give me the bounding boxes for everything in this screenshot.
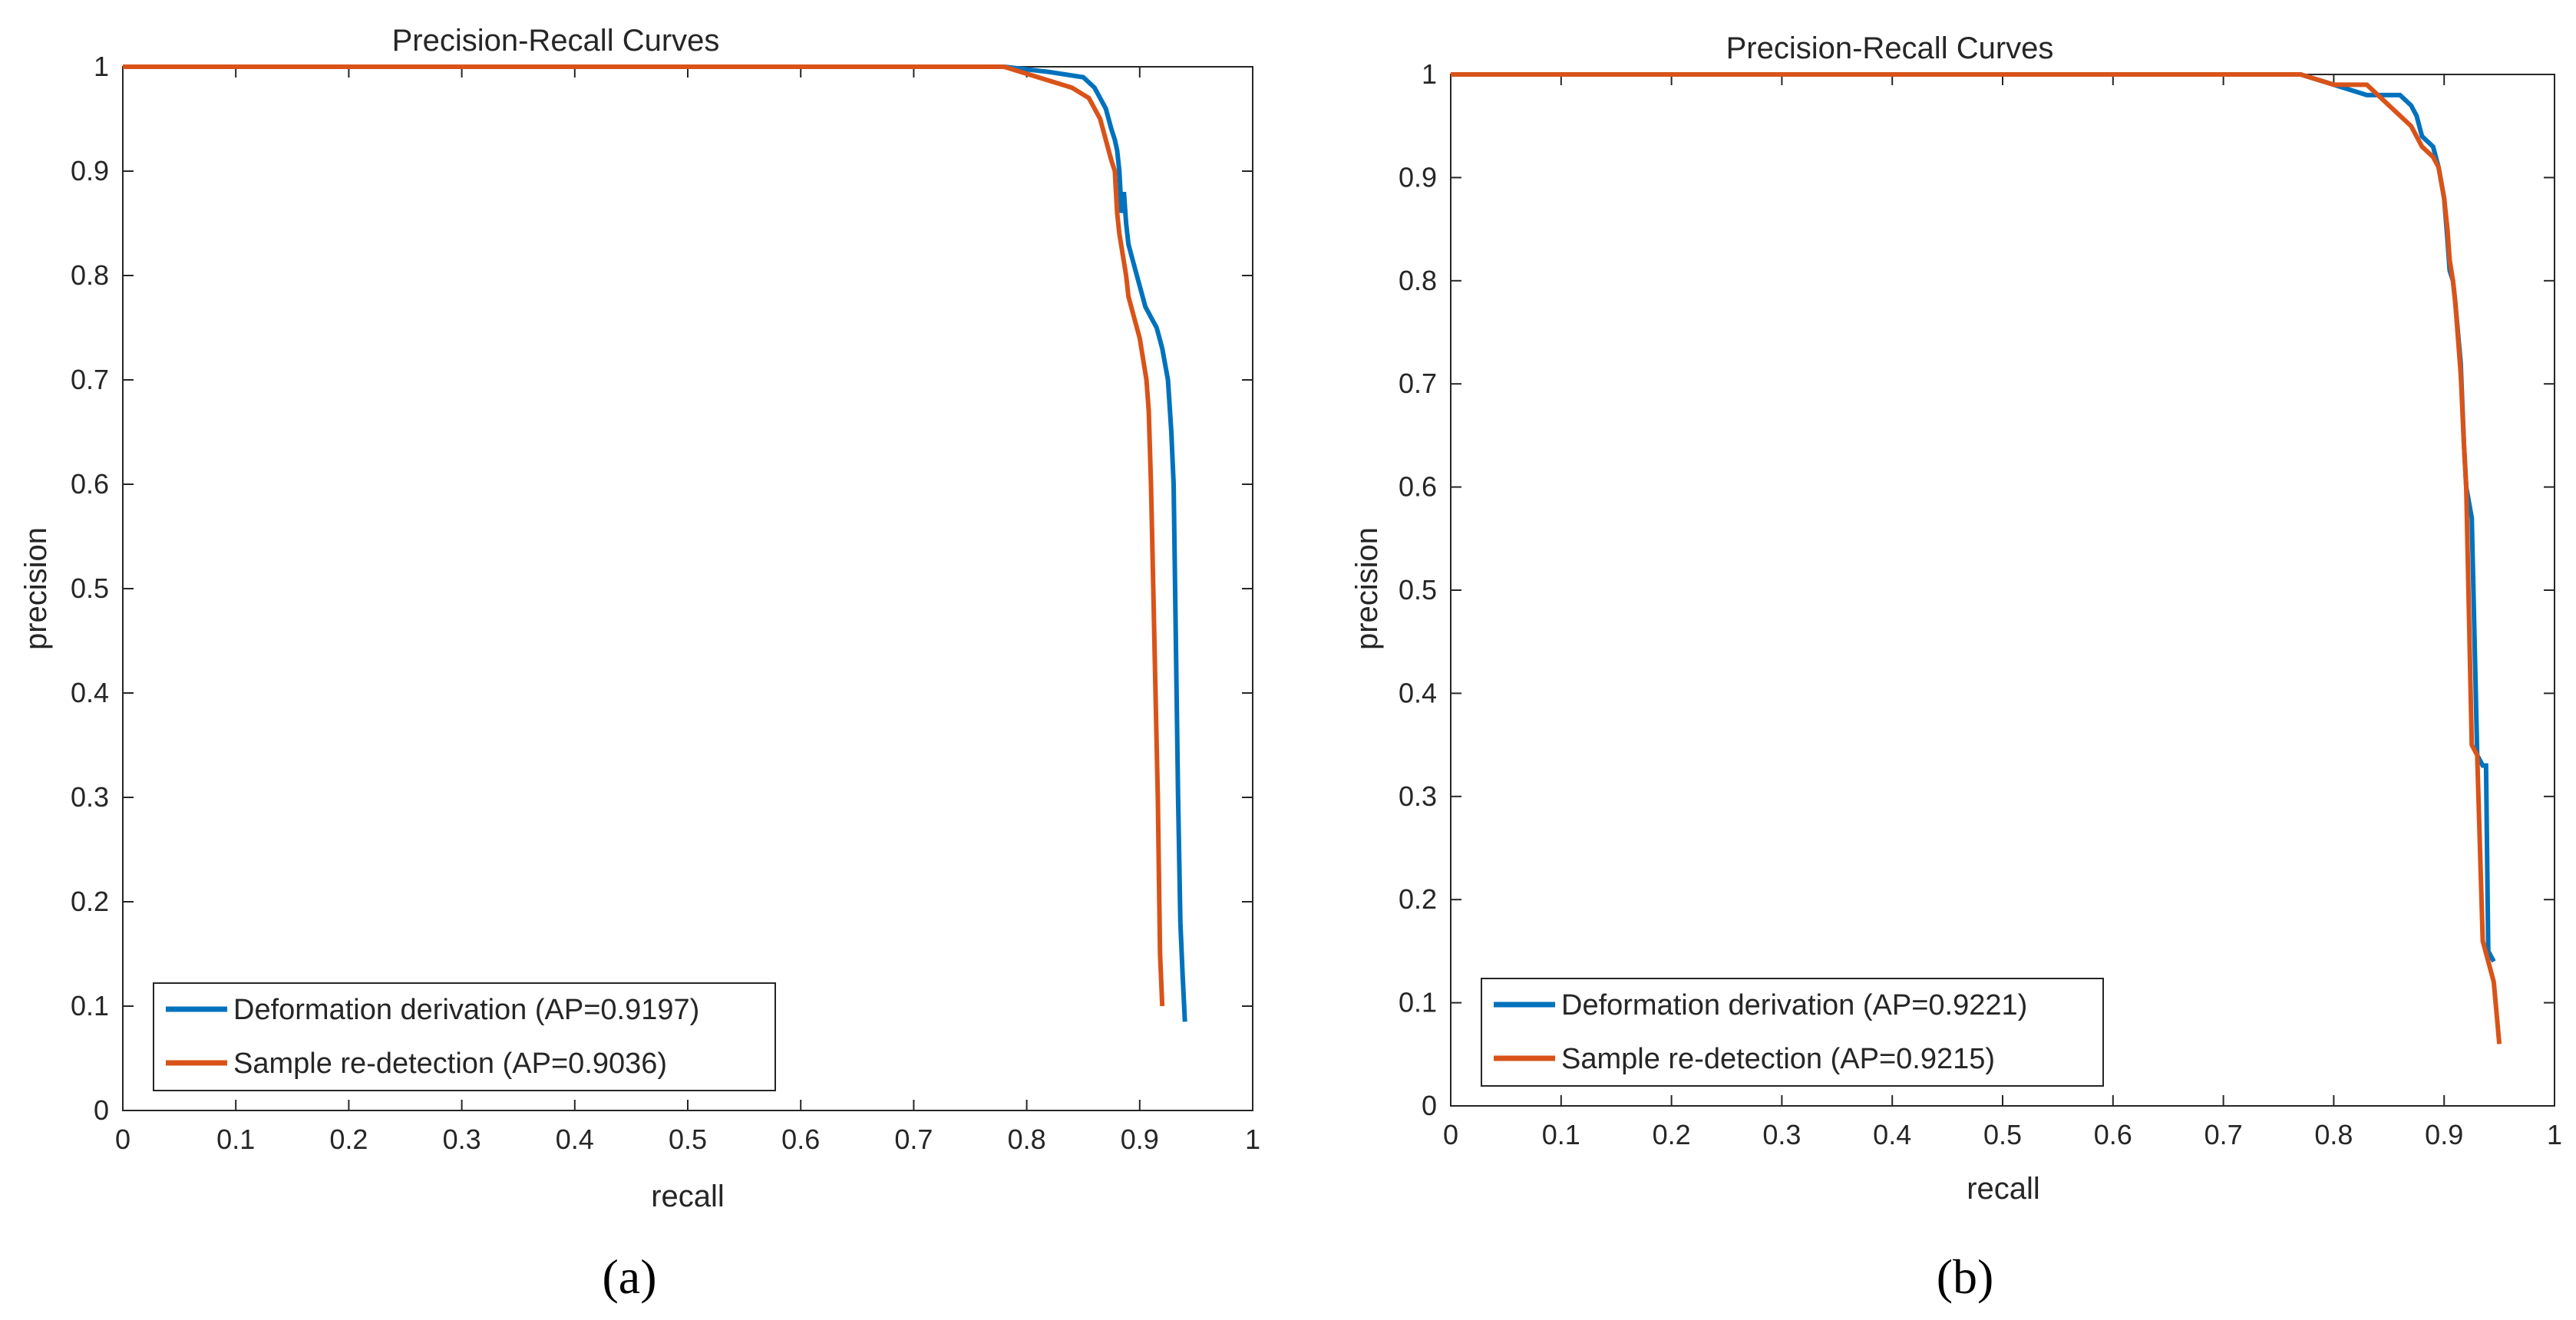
x-tick-label: 0.6 xyxy=(2094,1119,2132,1150)
y-tick-label: 0.6 xyxy=(71,468,109,500)
y-tick-label: 0.3 xyxy=(1399,780,1437,812)
x-tick-label: 0.9 xyxy=(2425,1119,2463,1150)
y-tick-label: 0.1 xyxy=(1399,987,1437,1018)
x-tick-label: 0.9 xyxy=(1121,1124,1159,1155)
y-tick-label: 1 xyxy=(94,51,109,82)
y-tick-label: 0.3 xyxy=(71,781,109,813)
chart-title: Precision-Recall Curves xyxy=(1726,31,2054,65)
legend: Deformation derivation (AP=0.9221) Sampl… xyxy=(1481,978,2104,1087)
y-tick-label: 0.6 xyxy=(1399,471,1437,503)
x-tick-label: 0.4 xyxy=(556,1124,594,1155)
y-tick-label: 0.5 xyxy=(71,573,109,604)
y-tick-label: 0.2 xyxy=(71,886,109,917)
x-tick-label: 0.2 xyxy=(329,1124,368,1155)
x-tick-label: 0.5 xyxy=(669,1124,707,1155)
y-tick-label: 0.9 xyxy=(1399,161,1437,193)
plot-area xyxy=(122,66,1253,1111)
x-tick-label: 0.1 xyxy=(216,1124,255,1155)
legend-label-deformation-derivation: Deformation derivation (AP=0.9197) xyxy=(233,994,699,1026)
y-tick-label: 0.2 xyxy=(1399,883,1437,915)
x-ticks: 0 0.1 0.2 0.3 0.4 0.5 0.6 0.7 0.8 0.9 1 xyxy=(115,67,1260,1155)
y-ticks: 0 0.1 0.2 0.3 0.4 0.5 0.6 0.7 0.8 0.9 1 xyxy=(1399,58,2555,1121)
legend-label-sample-re-detection: Sample re-detection (AP=0.9036) xyxy=(233,1048,667,1080)
y-tick-label: 0.8 xyxy=(1399,265,1437,296)
x-tick-label: 0.5 xyxy=(1983,1119,2022,1150)
x-tick-label: 0.3 xyxy=(443,1124,481,1155)
legend-label-sample-re-detection: Sample re-detection (AP=0.9215) xyxy=(1561,1043,1995,1075)
chart-panel-b: Precision-Recall Curves 0 0.1 0.2 0.3 0.4 0.5… xyxy=(1350,31,2562,1304)
y-tick-label: 0 xyxy=(94,1094,109,1126)
legend-box xyxy=(153,982,776,1091)
y-tick-label: 0.7 xyxy=(71,364,109,395)
legend-label-deformation-derivation: Deformation derivation (AP=0.9221) xyxy=(1561,989,2027,1021)
y-axis-label: precision xyxy=(1350,527,1384,650)
x-tick-label: 0.7 xyxy=(2204,1119,2243,1150)
series-layer xyxy=(123,64,1187,1022)
series-line-deformation-derivation xyxy=(123,64,1187,1022)
x-axis-label: recall xyxy=(1967,1172,2040,1206)
panel-caption-a: (a) xyxy=(602,1249,656,1304)
y-axis-label: precision xyxy=(19,527,53,650)
y-tick-label: 1 xyxy=(1422,58,1437,90)
legend-box xyxy=(1481,978,2104,1087)
x-tick-label: 0 xyxy=(115,1124,130,1155)
y-tick-label: 0.5 xyxy=(1399,574,1437,606)
panel-caption-b: (b) xyxy=(1937,1249,1994,1304)
x-tick-label: 1 xyxy=(1245,1124,1260,1155)
series-line-sample-re-detection xyxy=(1451,72,2502,1044)
x-tick-label: 0.2 xyxy=(1653,1119,1691,1150)
x-tick-label: 0.7 xyxy=(894,1124,933,1155)
x-tick-label: 0 xyxy=(1443,1119,1458,1150)
plot-area xyxy=(1450,74,2555,1107)
y-tick-label: 0.8 xyxy=(71,259,109,291)
y-tick-label: 0.4 xyxy=(1399,677,1437,708)
y-ticks: 0 0.1 0.2 0.3 0.4 0.5 0.6 0.7 0.8 0.9 1 xyxy=(71,51,1253,1126)
series-layer xyxy=(1451,72,2502,1044)
x-tick-label: 0.1 xyxy=(1542,1119,1580,1150)
legend: Deformation derivation (AP=0.9197) Sampl… xyxy=(153,982,776,1091)
series-line-sample-re-detection xyxy=(123,64,1165,1007)
x-tick-label: 0.8 xyxy=(2314,1119,2353,1150)
y-tick-label: 0 xyxy=(1422,1090,1437,1121)
x-tick-label: 0.8 xyxy=(1008,1124,1046,1155)
x-tick-label: 0.4 xyxy=(1873,1119,1911,1150)
chart-title: Precision-Recall Curves xyxy=(392,24,720,58)
x-tick-label: 0.3 xyxy=(1762,1119,1801,1150)
y-tick-label: 0.9 xyxy=(71,155,109,186)
x-tick-label: 1 xyxy=(2547,1119,2562,1150)
x-tick-label: 0.6 xyxy=(781,1124,820,1155)
y-tick-label: 0.4 xyxy=(71,677,109,708)
y-tick-label: 0.7 xyxy=(1399,368,1437,399)
y-tick-label: 0.1 xyxy=(71,990,109,1021)
x-axis-label: recall xyxy=(651,1180,725,1213)
chart-panel-a: Precision-Recall Curves 0 0.1 0.2 0.3 0.4 0.5… xyxy=(19,24,1260,1304)
